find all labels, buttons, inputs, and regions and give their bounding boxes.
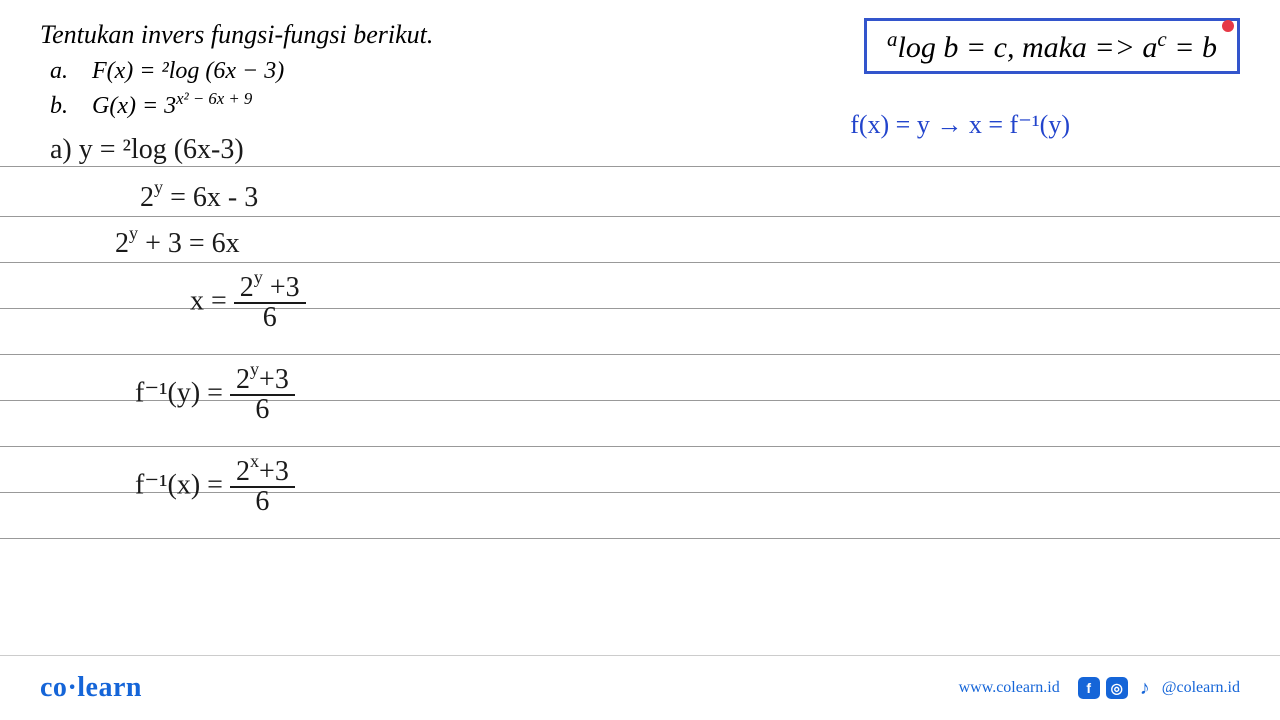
footer-url: www.colearn.id (959, 679, 1060, 697)
hw-line-4: x = 2y +3 6 (190, 274, 306, 332)
hw-line-2: 2y = 6x - 3 (140, 182, 258, 214)
hw2-exp: y (154, 177, 163, 197)
hw4-den: 6 (234, 304, 306, 332)
item-a-text: F(x) = ²log (6x − 3) (92, 58, 284, 84)
blue-note: f(x) = y → x = f⁻¹(y) (850, 110, 1070, 140)
formula-text: log b = c, maka => a (898, 31, 1158, 64)
hw2-rest: = 6x - 3 (163, 182, 258, 213)
logo: co·learn (40, 672, 142, 704)
footer: co·learn www.colearn.id f ◎ ♪ @colearn.i… (0, 655, 1280, 720)
tiktok-icon: ♪ (1134, 677, 1156, 699)
hw5-num-tail: +3 (259, 364, 289, 395)
formula-tail: = b (1167, 31, 1217, 64)
hw6-den: 6 (230, 488, 295, 516)
hw4-prefix: x = (190, 285, 227, 316)
instagram-icon: ◎ (1106, 677, 1128, 699)
item-b-label: b. (50, 93, 68, 119)
footer-handle: @colearn.id (1162, 679, 1240, 697)
hw-line-5: f⁻¹(y) = 2y+3 6 (135, 366, 295, 424)
hw-line-6: f⁻¹(x) = 2x+3 6 (135, 458, 295, 516)
formula-box: alog b = c, maka => ac = b (864, 18, 1240, 74)
hw6-num-base: 2 (236, 456, 250, 487)
hw5-num-base: 2 (236, 364, 250, 395)
hw3-exp: y (129, 223, 138, 243)
hw6-prefix: f⁻¹(x) = (135, 469, 223, 500)
hw-line-1: a) y = ²log (6x-3) (50, 134, 244, 166)
formula-sup-a: a (887, 27, 898, 51)
facebook-icon: f (1078, 677, 1100, 699)
logo-dot: · (67, 672, 77, 703)
hw5-den: 6 (230, 396, 295, 424)
hw6-num-exp: x (250, 451, 259, 471)
logo-part1: co (40, 672, 67, 703)
pointer-dot (1222, 20, 1234, 32)
hw6-num-tail: +3 (259, 456, 289, 487)
hw3-rest: + 3 = 6x (138, 228, 240, 259)
hw-line-3: 2y + 3 = 6x (115, 228, 240, 260)
hw5-num-exp: y (250, 359, 259, 379)
item-b-exponent: x² − 6x + 9 (176, 89, 252, 108)
hw4-num-tail: +3 (263, 272, 300, 303)
hw5-prefix: f⁻¹(y) = (135, 377, 223, 408)
item-b-prefix: G(x) = 3 (92, 93, 176, 119)
social-icons: f ◎ ♪ @colearn.id (1078, 677, 1240, 699)
hw4-num-base: 2 (240, 272, 254, 303)
hw3-base: 2 (115, 228, 129, 259)
hw4-num-exp: y (254, 267, 263, 287)
item-a-label: a. (50, 58, 68, 84)
logo-part2: learn (77, 672, 142, 703)
formula-sup-c: c (1157, 27, 1166, 51)
hw2-base: 2 (140, 182, 154, 213)
